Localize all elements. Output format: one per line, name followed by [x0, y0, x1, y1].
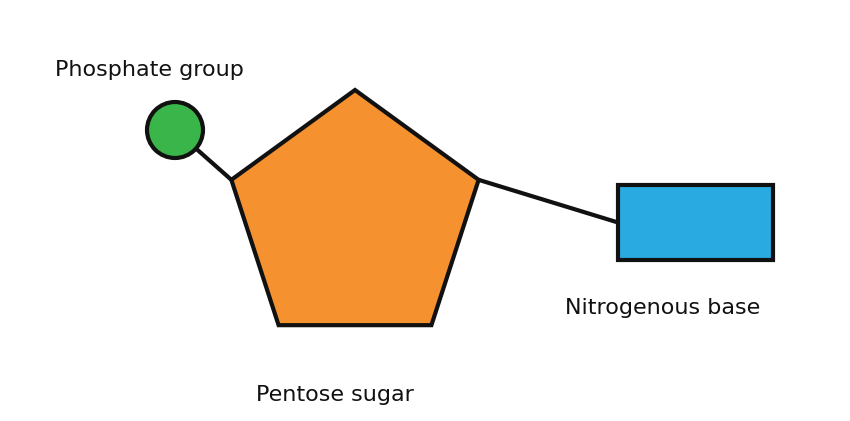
- Bar: [618, 185, 773, 260]
- Text: Phosphate group: Phosphate group: [55, 60, 244, 80]
- Polygon shape: [231, 90, 479, 325]
- Circle shape: [147, 102, 203, 158]
- Text: Nitrogenous base: Nitrogenous base: [565, 298, 760, 318]
- Text: Pentose sugar: Pentose sugar: [256, 385, 414, 405]
